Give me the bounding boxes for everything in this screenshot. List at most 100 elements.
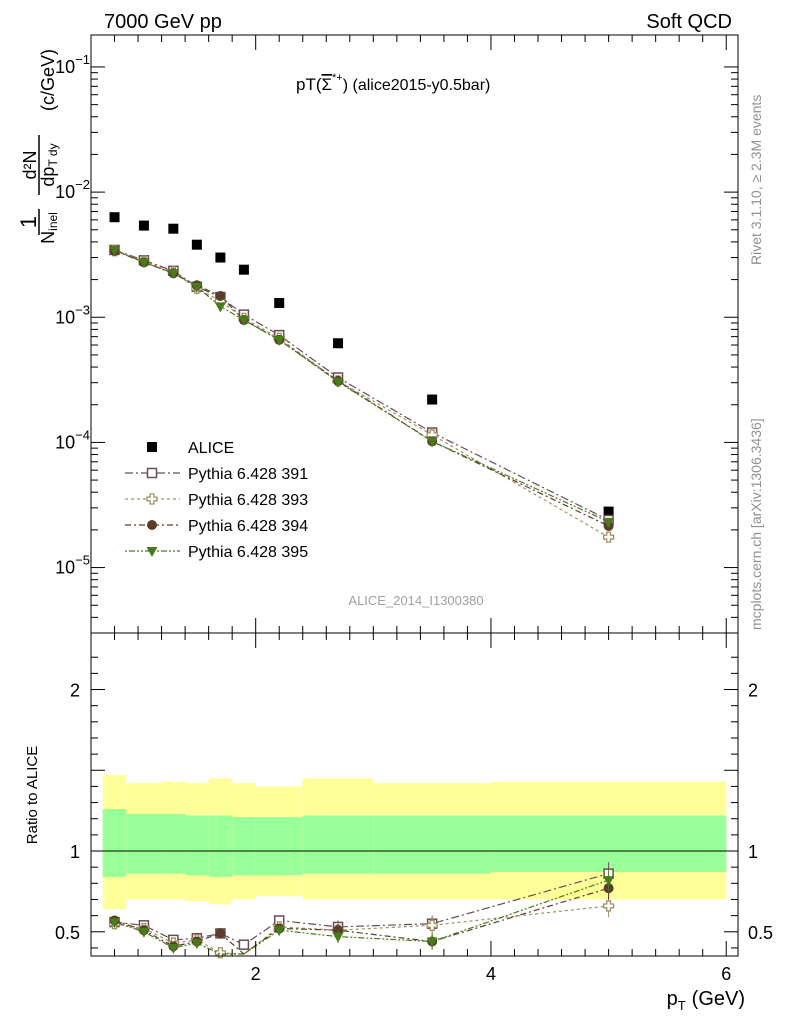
legend-label: Pythia 6.428 395 [188, 544, 308, 561]
legend-entry: ALICE [147, 440, 234, 457]
ratio-series-filled-triangle [109, 868, 615, 955]
ylabel-n-sub: inel [46, 212, 60, 231]
header-left-label: 7000 GeV pp [104, 11, 222, 33]
ratio-data-point [215, 928, 226, 939]
legend-entry: Pythia 6.428 395 [125, 544, 308, 561]
x-axis-label: pT (GeV) [667, 988, 745, 1013]
tick-base: 10 [55, 432, 75, 452]
legend-marker [146, 547, 158, 557]
main-y-tick-label: 10−3 [55, 302, 90, 327]
main-data-point [167, 269, 179, 280]
rivet-version-label: Rivet 3.1.10, ≥ 2.3M events [748, 95, 764, 265]
ratio-data-point [273, 926, 285, 937]
xlabel-sub: T [678, 998, 686, 1013]
title-prefix: pT( [296, 75, 322, 94]
main-y-tick-label: 10−5 [55, 553, 90, 578]
legend-entry: Pythia 6.428 393 [125, 492, 308, 509]
main-y-axis-label: 1 Ninel d²N dpT dy (c/GeV) [16, 49, 60, 244]
ratio-y-tick-label: 0.5 [55, 923, 80, 943]
ratio-series-line [114, 887, 609, 955]
ratio-y-axis-label: Ratio to ALICE [24, 746, 41, 844]
main-data-point [274, 297, 285, 308]
band-inner-bin [255, 817, 303, 876]
main-data-point [238, 264, 249, 275]
x-tick-label: 4 [486, 964, 496, 984]
ratio-data-point [332, 932, 344, 943]
tick-exponent: −4 [75, 427, 90, 442]
legend-marker [147, 520, 157, 530]
ratio-y-tick-label-right: 2 [748, 681, 758, 701]
band-inner-bin [373, 815, 491, 874]
main-series-open-square [109, 244, 614, 526]
legend-label: Pythia 6.428 391 [188, 466, 308, 483]
legend-entry: Pythia 6.428 391 [125, 466, 308, 483]
main-data-point [109, 245, 121, 256]
ylabel-n: Ninel [38, 212, 60, 244]
ylabel-unit: (c/GeV) [38, 49, 58, 111]
main-data-point [603, 517, 615, 528]
band-inner-bin [126, 813, 162, 874]
legend-marker [146, 467, 158, 479]
main-series-filled-circle [109, 245, 614, 531]
analysis-watermark: ALICE_2014_I1300380 [348, 593, 483, 608]
main-series-line [114, 250, 609, 527]
mcplots-label: mcplots.cern.ch [arXiv:1306.3436] [748, 418, 764, 630]
main-data-point [191, 239, 202, 250]
tick-exponent: −3 [75, 302, 90, 317]
legend-label: Pythia 6.428 394 [188, 518, 308, 535]
ratio-data-point [426, 919, 438, 931]
band-inner-bin [302, 815, 374, 874]
legend-label: ALICE [188, 440, 234, 457]
main-series-line [114, 249, 609, 523]
main-data-point [333, 338, 344, 349]
main-data-point [215, 252, 226, 263]
ratio-y-tick-label-right: 1 [748, 842, 758, 862]
legend-marker [146, 493, 158, 505]
main-series-open-cross [108, 245, 615, 543]
ylabel-dp-sub: T dy [46, 143, 60, 166]
main-data-point [603, 506, 614, 517]
main-y-tick-label: 10−1 [55, 52, 90, 77]
ratio-data-point [191, 939, 203, 950]
ratio-y-tick-label-right: 0.5 [748, 923, 773, 943]
x-tick-label: 2 [251, 964, 261, 984]
tick-exponent: −5 [75, 553, 90, 568]
main-data-point [138, 220, 149, 231]
ratio-data-point [109, 918, 121, 929]
tick-base: 10 [55, 307, 75, 327]
ratio-data-point [167, 943, 179, 954]
main-data-point [426, 437, 438, 448]
ratio-data-point [138, 927, 150, 938]
band-inner-bin [102, 809, 127, 877]
tick-base: 10 [55, 57, 75, 77]
x-tick-label: 6 [721, 964, 731, 984]
title-symbol: Σ [322, 75, 333, 94]
title-sup: *+ [332, 72, 343, 84]
main-y-tick-label: 10−4 [55, 427, 90, 452]
main-data-point [602, 531, 615, 543]
main-data-point [214, 302, 226, 313]
band-inner-bin [185, 815, 209, 876]
main-data-point [168, 223, 179, 234]
main-data-point [215, 290, 226, 301]
main-series-filled-triangle [109, 245, 615, 528]
main-data-point [138, 258, 150, 269]
header-right-label: Soft QCD [646, 11, 732, 33]
ratio-data-point [426, 937, 438, 948]
legend: ALICE Pythia 6.428 391 Pythia 6.428 393 Pyt… [125, 440, 308, 561]
title-suffix: ) (alice2015-y0.5bar) [343, 77, 491, 94]
ratio-series-line [114, 905, 609, 955]
ratio-bands [91, 775, 738, 910]
ylabel-d2n: d²N [20, 150, 40, 179]
main-y-tick-label: 10−2 [55, 177, 90, 202]
ratio-data-point [602, 900, 615, 912]
ratio-data-point [238, 939, 250, 950]
band-inner-bin [161, 813, 186, 874]
main-data-point [332, 377, 344, 388]
legend-label: Pythia 6.428 393 [188, 492, 308, 509]
tick-base: 10 [55, 182, 75, 202]
band-inner-bin [208, 815, 233, 877]
main-data-point [427, 394, 438, 405]
ratio-y-tick-label: 2 [70, 681, 80, 701]
